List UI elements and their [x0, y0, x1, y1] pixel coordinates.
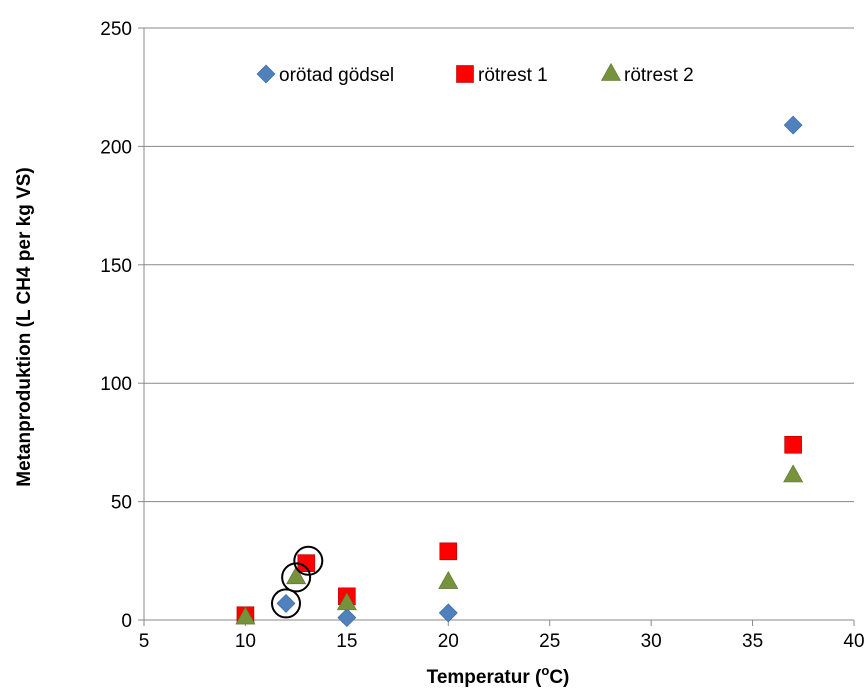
legend-marker-series-3	[600, 62, 622, 81]
y-tick-label-150: 150	[100, 256, 132, 277]
legend-label-series-3: rötrest 2	[624, 65, 694, 86]
x-axis-title-main: Temperatur (	[427, 667, 542, 688]
legend-marker-series-2	[456, 65, 474, 83]
y-tick-label-100: 100	[100, 374, 132, 395]
data-point-series-3	[235, 606, 256, 625]
data-point-series-3	[783, 464, 804, 483]
highlight-circle	[293, 545, 324, 576]
y-tick-label-50: 50	[111, 493, 132, 514]
x-tick-label-5: 5	[139, 631, 150, 652]
highlight-circle	[271, 588, 301, 619]
highlight-circle	[281, 562, 312, 593]
data-point-series-2	[784, 435, 802, 454]
x-axis-title-tail: C)	[549, 667, 569, 688]
data-point-series-3	[336, 592, 357, 611]
x-axis-title: Temperatur (oC)	[427, 663, 570, 688]
y-axis-title: Metanproduktion (L CH4 per kg VS)	[14, 167, 35, 487]
highlight-circles	[271, 545, 324, 619]
axes	[138, 27, 855, 626]
x-tick-label-20: 20	[438, 631, 459, 652]
x-tick-label-10: 10	[235, 631, 256, 652]
y-tick-label-0: 0	[121, 611, 132, 632]
x-tick-label-40: 40	[843, 631, 864, 652]
data-point-series-1	[438, 603, 458, 623]
x-tick-label-30: 30	[641, 631, 662, 652]
data-point-series-1	[337, 608, 357, 628]
x-axis-title-superscript: o	[541, 663, 549, 678]
data-point-series-2	[439, 542, 458, 561]
data-point-series-1	[276, 593, 296, 613]
data-points	[235, 115, 804, 628]
data-point-series-3	[286, 566, 307, 585]
x-tick-label-35: 35	[742, 631, 763, 652]
legend-label-series-1: orötad gödsel	[279, 65, 394, 86]
legend: orötad gödsel rötrest 1 rötrest 2	[256, 62, 694, 86]
data-point-series-3	[438, 570, 459, 589]
x-tick-label-15: 15	[336, 631, 357, 652]
legend-label-series-2: rötrest 1	[478, 65, 548, 86]
x-tick-label-25: 25	[539, 631, 560, 652]
data-point-series-1	[783, 115, 803, 135]
grid	[144, 27, 854, 503]
tick-labels: 0 50 100 150 200 250 5 10 15 20 25 30 35 40	[100, 19, 864, 652]
y-tick-label-200: 200	[100, 137, 132, 158]
y-tick-label-250: 250	[100, 19, 132, 40]
legend-marker-series-1	[256, 64, 276, 84]
